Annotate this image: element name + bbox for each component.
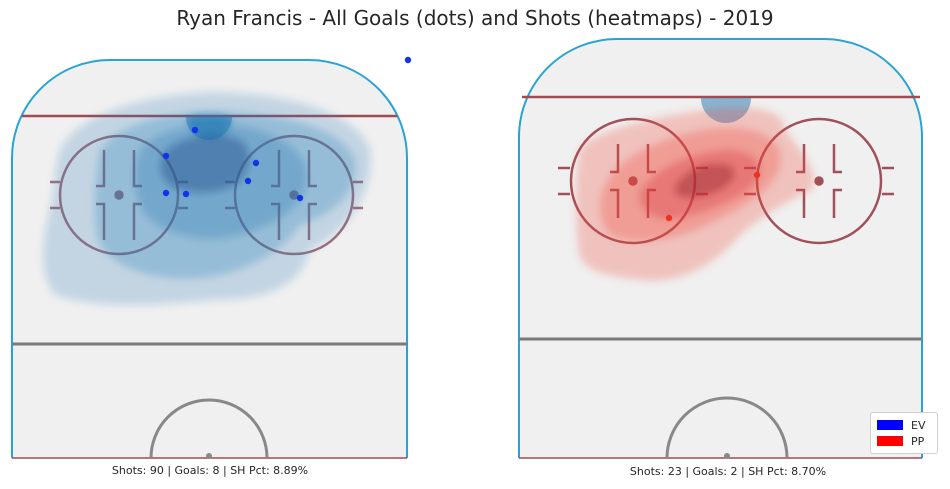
panel-left-caption: Shots: 90 | Goals: 8 | SH Pct: 8.89% [111,464,309,477]
goal-dot [753,171,761,179]
rink-right-center-circle [665,396,789,459]
heatmap-right [575,107,814,281]
goal-dot [162,152,170,160]
goal-dot [191,126,199,134]
rink-right [518,38,923,459]
goal-dot [296,194,304,202]
rink-left-center-dot [206,453,212,459]
goal-dot [244,177,252,185]
goal-dot [162,189,170,197]
heatmap-left-level5 [188,113,232,139]
legend-swatch-pp [877,436,903,446]
legend-label-pp: PP [911,434,925,448]
goals-left [162,56,412,202]
legend-label-ev: EV [911,418,926,432]
rink-left-center-circle [149,398,269,459]
legend: EV PP [870,412,938,454]
legend-item-pp: PP [877,434,924,448]
goal-dot [665,214,673,222]
goal-dot [404,56,412,64]
goal-dot [252,159,260,167]
goals-right [665,171,761,222]
heatmap-left [43,92,371,305]
heatmap-right-level4 [674,163,735,198]
rink-right-center-dot [724,453,730,459]
goal-dot [182,190,190,198]
panel-right-caption: Shots: 23 | Goals: 2 | SH Pct: 8.70% [629,465,827,478]
heatmap-left-level4 [160,134,250,193]
rink-left [11,56,412,459]
legend-item-ev: EV [877,418,925,432]
legend-swatch-ev [877,420,903,430]
chart-title: Ryan Francis - All Goals (dots) and Shot… [176,6,774,30]
